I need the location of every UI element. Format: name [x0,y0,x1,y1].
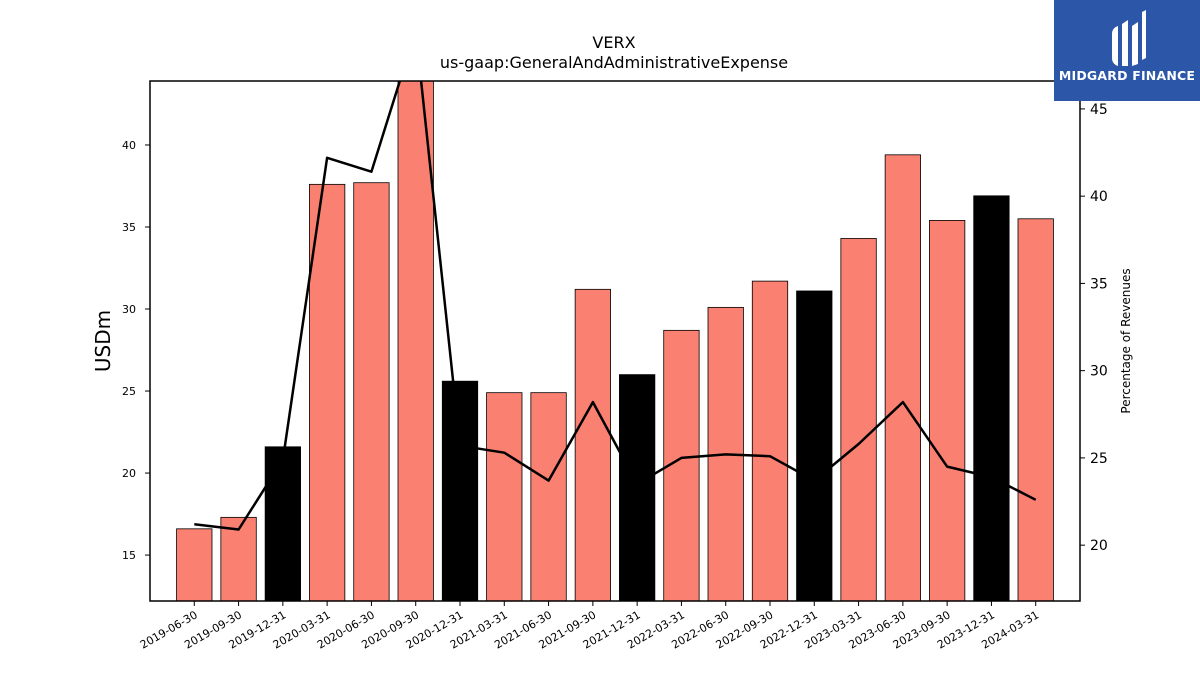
left-tick-label: 20 [122,467,136,480]
bar-2021-03-31 [486,392,523,601]
y2-axis-label: Percentage of Revenues [1119,268,1133,413]
bar-2020-03-31 [309,183,346,601]
right-tick-label: 30 [1090,364,1108,380]
bar-2022-12-31 [796,290,833,601]
brand-logo: MIDGARD FINANCE [1054,0,1200,101]
bar-2023-06-30 [884,154,921,601]
left-tick-label: 35 [122,221,136,234]
bar-2023-03-31 [840,238,877,601]
bar-2020-06-30 [353,182,390,601]
right-axis: 20 25 30 35 40 45 [1080,102,1108,554]
bar-2019-09-30 [220,516,257,601]
left-axis: 15 20 25 30 35 40 [122,139,150,562]
chart-subtitle: us-gaap:GeneralAndAdministrativeExpense [440,53,788,72]
logo-text: MIDGARD FINANCE [1058,68,1196,83]
bar-2021-06-30 [530,392,567,601]
left-tick-label: 25 [122,385,136,398]
x-axis: 2019-06-302019-09-302019-12-312020-03-31… [138,601,1041,652]
y-axis-label: USDm [91,310,115,372]
bar-2019-06-30 [176,528,213,601]
right-tick-label: 25 [1090,451,1108,467]
bar-2023-12-31 [973,195,1010,601]
bar-2020-12-31 [441,380,479,601]
right-tick-label: 45 [1090,102,1108,118]
line-group [194,81,1037,531]
left-tick-label: 30 [122,303,136,316]
left-tick-label: 40 [122,139,136,152]
chart-title: VERX [592,33,635,52]
logo-mark-icon [1112,10,1146,66]
left-tick-label: 15 [122,549,136,562]
bar-2021-09-30 [574,288,611,601]
plot-frame [149,80,1081,602]
bars-group [176,81,1054,601]
bar-2020-09-30 [397,81,434,601]
right-tick-label: 40 [1090,189,1108,205]
bar-2022-09-30 [751,280,789,601]
bar-2024-03-31 [1017,218,1054,601]
bar-2019-12-31 [264,446,301,601]
bar-2023-09-30 [929,220,966,601]
percentage-line [194,81,1037,531]
right-tick-label: 35 [1090,276,1108,292]
right-tick-label: 20 [1090,538,1108,554]
bar-2021-12-31 [619,374,656,601]
